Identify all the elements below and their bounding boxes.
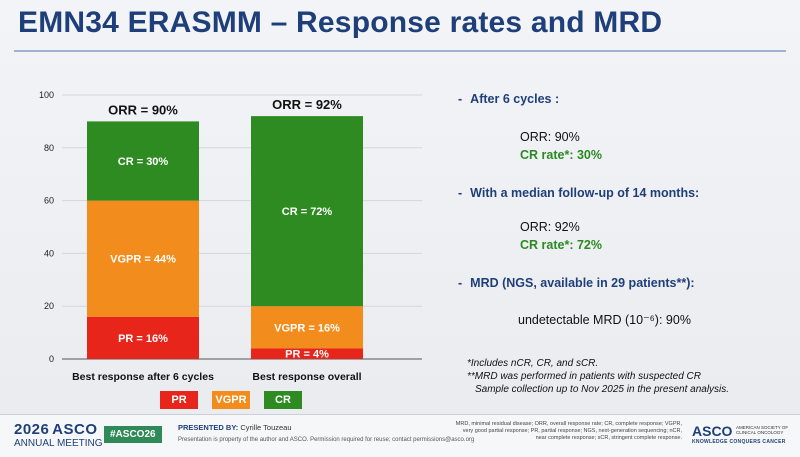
asco-annual-meeting-logo: 2026 ASCO ANNUAL MEETING (14, 421, 103, 449)
x-tick-label: Best response after 6 cycles (72, 371, 214, 383)
footnote-3: Sample collection up to Nov 2025 in the … (475, 384, 730, 395)
bullet-cr-overall: CR rate*: 72% (520, 238, 602, 252)
chart-legend: PR VGPR CR (160, 391, 302, 409)
bar-segment-cr (251, 116, 363, 307)
total-label: ORR = 92% (272, 97, 342, 112)
bar-segment-pr (87, 316, 199, 359)
footnotes: *Includes nCR, CR, and sCR. **MRD was pe… (467, 357, 729, 396)
bullet-orr-6-cycles: ORR: 90% (520, 130, 580, 144)
data-label: CR = 30% (118, 156, 169, 168)
data-label: PR = 16% (118, 333, 168, 345)
bar-segment-pr (251, 348, 363, 359)
bar-segment-cr (87, 121, 199, 201)
y-tick-label: 40 (44, 248, 54, 258)
y-tick-label: 60 (44, 196, 54, 206)
bar-segment-vgpr (87, 200, 199, 317)
bullet-after-6-cycles: - After 6 cycles : (458, 92, 560, 106)
asco-society-logo: ASCO AMERICAN SOCIETY OF CLINICAL ONCOLO… (692, 423, 789, 445)
y-tick-label: 80 (44, 143, 54, 153)
legend-pr: PR (160, 391, 198, 409)
data-label: VGPR = 16% (274, 322, 340, 334)
y-tick-label: 0 (49, 354, 54, 364)
bullet-mrd: - MRD (NGS, available in 29 patients**): (458, 276, 695, 290)
legend-cr: CR (264, 391, 302, 409)
footnote-1: *Includes nCR, CR, and sCR. (467, 358, 599, 369)
abbreviations: MRD, minimal residual disease; ORR, over… (455, 421, 682, 441)
legend-vgpr: VGPR (212, 391, 250, 409)
data-label: CR = 72% (282, 206, 333, 218)
y-tick-label: 20 (44, 301, 54, 311)
footnote-2: **MRD was performed in patients with sus… (467, 371, 701, 382)
presenter: PRESENTED BY: Cyrille Touzeau (178, 423, 292, 432)
bar-segment-vgpr (251, 306, 363, 349)
hashtag-badge: #ASCO26 (104, 426, 162, 443)
page-title: EMN34 ERASMM – Response rates and MRD (18, 6, 663, 39)
x-tick-label: Best response overall (252, 371, 361, 383)
bullet-follow-up: - With a median follow-up of 14 months: (458, 186, 700, 200)
bullet-mrd-value: undetectable MRD (10⁻⁶): 90% (518, 313, 691, 327)
data-label: VGPR = 44% (110, 254, 176, 266)
footer: 2026 ASCO ANNUAL MEETING #ASCO26 PRESENT… (0, 414, 800, 457)
rights-notice: Presentation is property of the author a… (178, 437, 475, 443)
bullet-cr-6-cycles: CR rate*: 30% (520, 148, 602, 162)
stacked-bar-chart: 0 20 40 60 80 100 PR = 16% VGPR = 44% CR = 30% OR… (39, 90, 422, 383)
total-label: ORR = 90% (108, 102, 178, 117)
bullet-orr-overall: ORR: 92% (520, 220, 580, 234)
data-label: PR = 4% (285, 349, 329, 361)
title-divider (14, 50, 786, 52)
y-tick-label: 100 (39, 90, 54, 100)
